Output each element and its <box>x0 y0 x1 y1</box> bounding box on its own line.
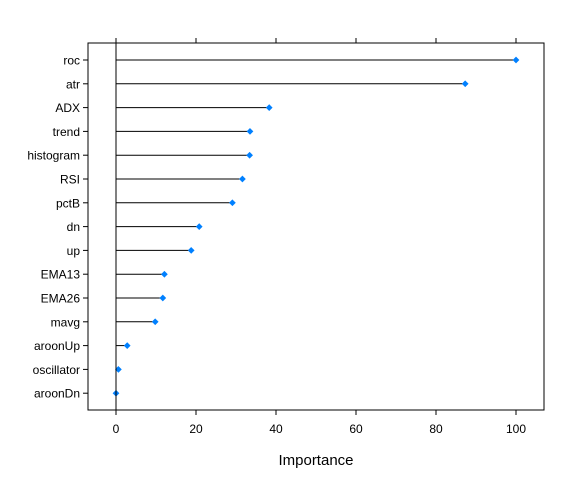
y-label-dn: dn <box>67 220 80 234</box>
y-label-ADX: ADX <box>55 101 80 115</box>
point-trend <box>246 128 254 135</box>
point-EMA26 <box>159 294 167 302</box>
y-label-histogram: histogram <box>27 149 80 163</box>
y-label-up: up <box>67 244 81 258</box>
y-axis-labels: roc atr ADX trend histogram RSI pctB dn up EMA13 E… <box>27 54 88 401</box>
y-label-RSI: RSI <box>60 173 80 187</box>
point-RSI <box>239 175 246 183</box>
point-EMA13 <box>161 270 168 278</box>
x-tick-label: 100 <box>506 422 526 436</box>
point-mavg <box>151 318 159 326</box>
top-axis-ticks <box>115 38 517 43</box>
y-label-pctB: pctB <box>56 196 80 210</box>
y-label-EMA13: EMA13 <box>41 268 81 282</box>
y-label-roc: roc <box>63 54 80 68</box>
y-label-aroonDn: aroonDn <box>34 387 80 401</box>
point-ADX <box>265 104 273 111</box>
x-axis-title: Importance <box>278 452 353 469</box>
point-atr <box>461 80 469 88</box>
x-tick-label: 0 <box>113 422 120 436</box>
point-dn <box>195 223 203 230</box>
y-label-mavg: mavg <box>51 315 80 329</box>
bottom-axis-ticks: 0 20 40 60 80 100 <box>113 410 526 436</box>
x-tick-label: 60 <box>349 422 363 436</box>
lollipop-stems <box>116 59 516 370</box>
y-label-trend: trend <box>53 125 80 139</box>
point-up <box>187 247 195 254</box>
point-histogram <box>246 151 253 159</box>
y-label-oscillator: oscillator <box>33 363 80 377</box>
x-tick-label: 80 <box>429 422 443 436</box>
point-aroonUp <box>123 342 131 349</box>
point-oscillator <box>115 366 122 373</box>
y-label-EMA26: EMA26 <box>41 292 81 306</box>
point-pctB <box>229 199 236 207</box>
point-roc <box>512 56 520 64</box>
x-tick-label: 20 <box>189 422 203 436</box>
y-label-atr: atr <box>66 77 80 91</box>
x-tick-label: 40 <box>269 422 283 436</box>
lollipop-points <box>112 56 520 397</box>
y-label-aroonUp: aroonUp <box>34 339 80 353</box>
